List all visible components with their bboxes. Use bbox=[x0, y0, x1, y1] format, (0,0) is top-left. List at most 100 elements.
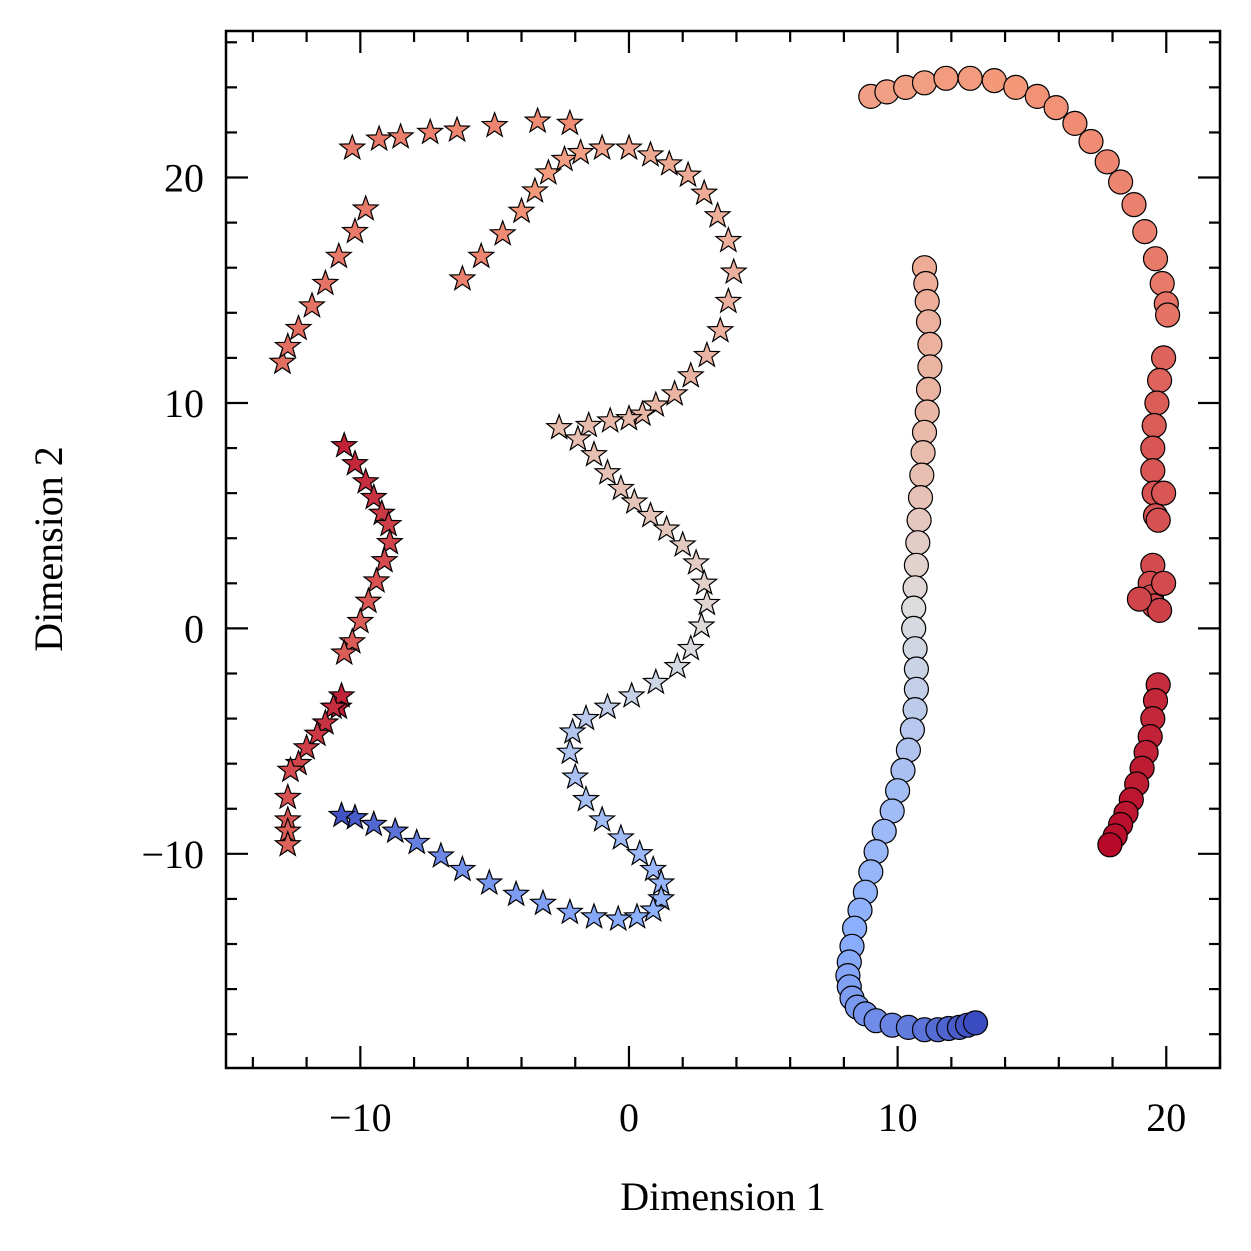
x-tick-label: 10 bbox=[878, 1095, 918, 1140]
circle-point bbox=[1121, 192, 1147, 218]
star-point bbox=[580, 440, 609, 467]
star-point bbox=[647, 884, 676, 911]
circle-point bbox=[1145, 507, 1171, 533]
circle-point bbox=[1078, 128, 1104, 155]
circle-point bbox=[1146, 597, 1173, 624]
circle-point bbox=[1140, 435, 1166, 461]
star-point bbox=[370, 546, 399, 573]
star-point bbox=[338, 627, 367, 654]
star-point bbox=[297, 291, 326, 318]
circle-point bbox=[1140, 458, 1166, 484]
star-point bbox=[606, 473, 635, 501]
star-point bbox=[714, 286, 743, 314]
star-point bbox=[703, 201, 732, 228]
star-point bbox=[593, 458, 622, 485]
star-point bbox=[311, 708, 340, 736]
circle-point bbox=[1150, 345, 1177, 371]
star-point bbox=[386, 122, 415, 149]
star-point bbox=[346, 606, 375, 634]
star-point bbox=[571, 784, 601, 812]
star-point bbox=[443, 115, 472, 143]
star-point bbox=[676, 361, 705, 388]
circle-point bbox=[917, 331, 943, 357]
star-point bbox=[523, 106, 552, 134]
circle-point bbox=[915, 376, 942, 402]
circle-point bbox=[910, 440, 936, 466]
y-axis-label: Dimension 2 bbox=[26, 446, 71, 652]
star-point bbox=[652, 514, 681, 542]
circle-point bbox=[909, 462, 935, 488]
star-point bbox=[448, 264, 477, 291]
x-tick-label: −10 bbox=[329, 1095, 392, 1140]
circle-point bbox=[1126, 586, 1153, 612]
circle-point bbox=[981, 67, 1007, 94]
circle-point bbox=[1097, 832, 1123, 858]
star-point bbox=[330, 431, 359, 458]
star-point bbox=[574, 410, 603, 438]
star-point bbox=[660, 379, 689, 406]
circle-point bbox=[1024, 83, 1050, 110]
star-point bbox=[381, 816, 410, 844]
star-point bbox=[636, 140, 665, 167]
star-point bbox=[330, 638, 359, 666]
star-point bbox=[324, 241, 353, 269]
star-point bbox=[563, 424, 592, 452]
star-point bbox=[566, 137, 595, 165]
star-point bbox=[507, 196, 536, 224]
star-point bbox=[623, 902, 652, 929]
star-point bbox=[502, 879, 531, 907]
star-point bbox=[682, 548, 711, 575]
star-point bbox=[604, 904, 633, 932]
star-point bbox=[374, 509, 403, 537]
star-point bbox=[674, 160, 703, 188]
star-point bbox=[692, 588, 721, 616]
circle-point bbox=[1062, 110, 1088, 137]
star-point bbox=[614, 133, 643, 161]
y-tick-label: 10 bbox=[164, 381, 204, 426]
circle-point bbox=[911, 70, 938, 96]
star-point bbox=[375, 527, 404, 555]
star-point bbox=[273, 331, 302, 359]
circle-point bbox=[933, 65, 959, 91]
star-point bbox=[520, 176, 549, 204]
star-point bbox=[555, 108, 584, 136]
star-point bbox=[550, 144, 579, 172]
star-point bbox=[367, 498, 396, 526]
star-point bbox=[692, 340, 721, 368]
circle-point bbox=[962, 1010, 989, 1036]
star-point bbox=[319, 692, 348, 720]
circle-point bbox=[907, 485, 934, 511]
circle-point bbox=[1094, 149, 1120, 175]
y-tick-label: 0 bbox=[184, 606, 204, 651]
star-point bbox=[534, 158, 563, 185]
star-point bbox=[580, 902, 609, 929]
star-point bbox=[625, 839, 654, 866]
star-point bbox=[340, 449, 369, 476]
star-point bbox=[588, 805, 617, 832]
star-point bbox=[402, 827, 431, 855]
circle-point bbox=[957, 65, 983, 91]
star-point bbox=[292, 733, 321, 760]
circle-point bbox=[906, 507, 932, 533]
star-point bbox=[639, 854, 668, 882]
circle-point bbox=[1141, 412, 1167, 439]
star-point bbox=[475, 868, 504, 896]
star-point bbox=[480, 110, 509, 138]
star-point bbox=[617, 681, 646, 708]
ticks-layer: −10 0 10 20 −10 0 10 20 bbox=[141, 31, 1222, 1140]
star-point bbox=[416, 117, 445, 145]
star-point bbox=[276, 755, 305, 783]
circle-point bbox=[915, 309, 942, 335]
star-point bbox=[365, 124, 394, 152]
star-point bbox=[268, 347, 297, 375]
circle-point bbox=[1043, 94, 1069, 121]
star-point bbox=[303, 719, 332, 747]
star-point bbox=[641, 667, 670, 695]
x-axis-label: Dimension 1 bbox=[620, 1174, 826, 1219]
star-point bbox=[488, 219, 517, 246]
plot-frame bbox=[224, 29, 1222, 1070]
circle-point bbox=[1150, 570, 1177, 596]
star-point bbox=[614, 403, 643, 431]
star-point bbox=[354, 586, 383, 614]
